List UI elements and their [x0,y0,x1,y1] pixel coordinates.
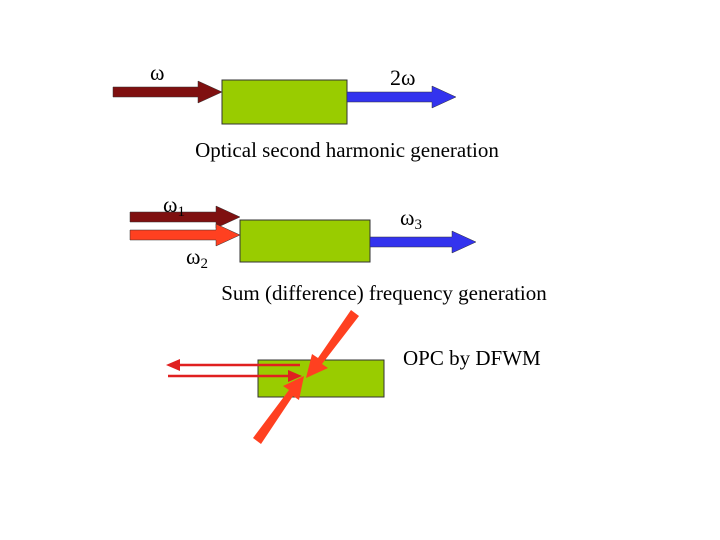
input-arrow [129,223,241,247]
crystal [239,219,371,263]
pump-arrow [306,310,359,378]
opc-diagram: OPC by DFWM [166,310,541,444]
output-arrow [346,85,457,109]
label: 2ω [390,65,415,90]
label: ω1 [163,192,185,220]
label-text: 1 [177,204,185,220]
label-text: ω [400,205,414,230]
output-arrow [369,230,477,254]
input-arrow [112,80,223,104]
label: ω3 [400,205,422,233]
label-text: 2 [200,256,208,272]
arrowhead [166,359,180,371]
label: ω [150,60,164,85]
input-arrow [129,205,241,229]
arrowhead [288,370,302,382]
crystal [221,79,348,125]
pump-arrow [253,376,304,444]
caption: Sum (difference) frequency generation [221,281,547,305]
label-text: ω [163,192,177,217]
sfg-diagram: ω1 ω3 ω2 Sum (difference) frequency gene… [129,192,547,305]
label-text: ω [186,244,200,269]
label-text: 3 [414,217,422,233]
label: ω2 [186,244,208,272]
caption: Optical second harmonic generation [195,138,499,162]
shg-diagram: ω 2ω Optical second harmonic generation [112,60,499,162]
caption: OPC by DFWM [403,346,541,370]
